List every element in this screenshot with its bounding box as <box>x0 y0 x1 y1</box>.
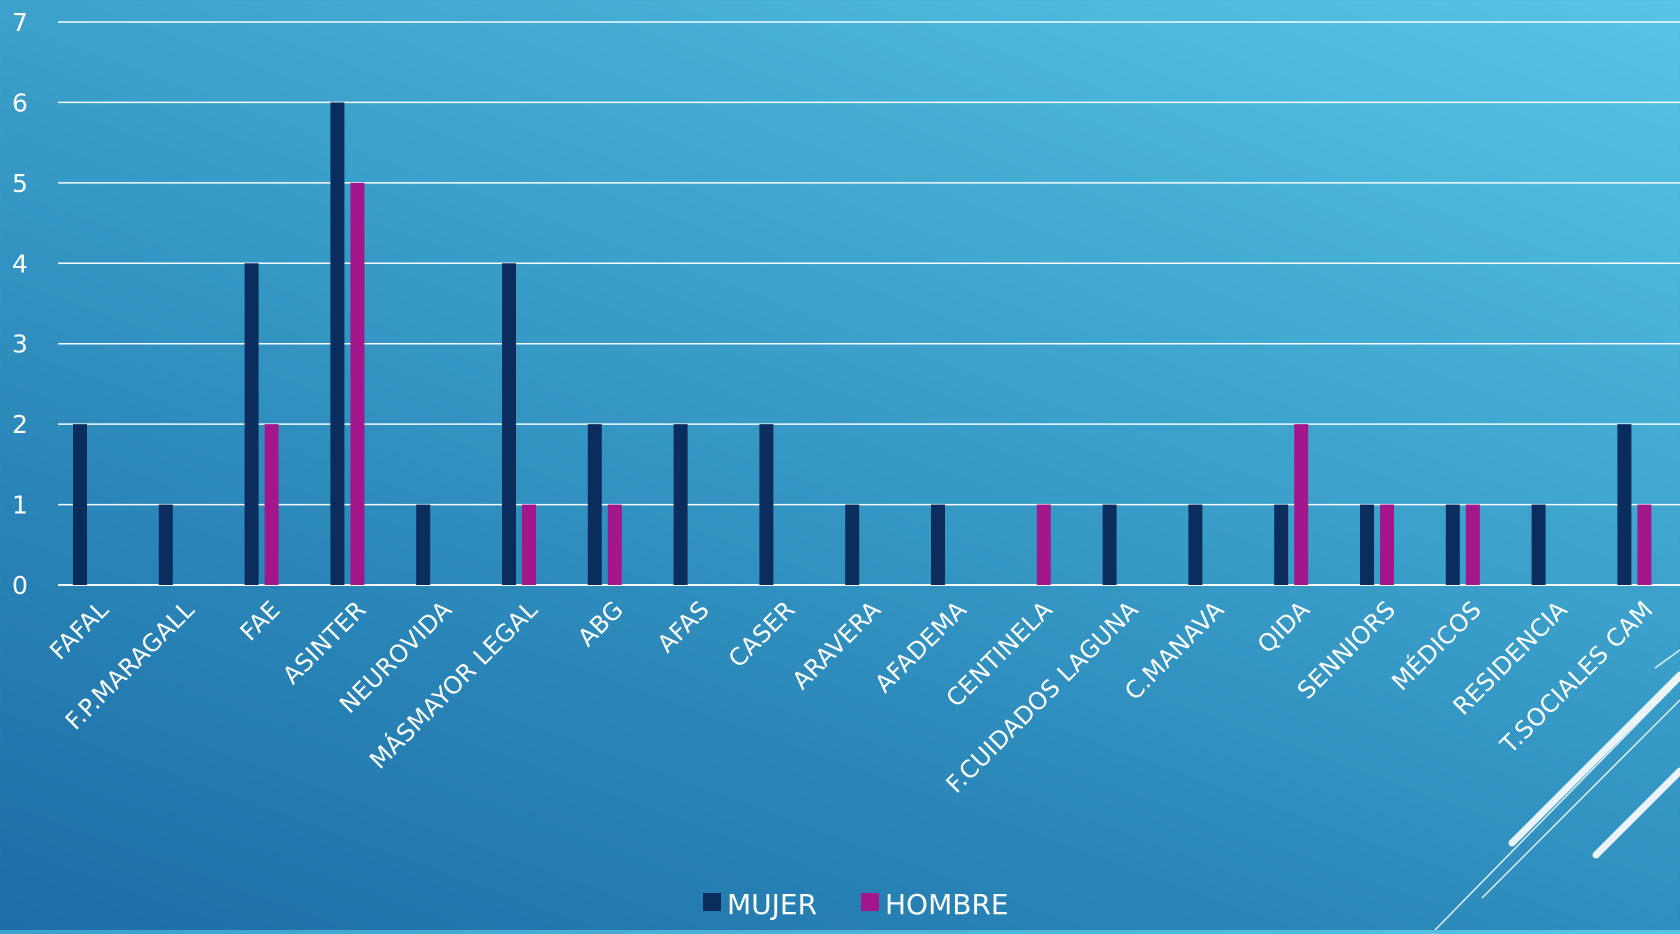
bar-hombre-14 <box>1294 424 1309 585</box>
bar-hombre-16 <box>1465 504 1480 585</box>
bar-mujer-12 <box>1102 504 1117 585</box>
legend-swatch-hombre <box>861 893 879 911</box>
gridlines <box>58 21 1680 586</box>
bar-mujer-15 <box>1360 504 1374 585</box>
bar-mujer-10 <box>931 504 945 585</box>
bar-mujer-1 <box>158 504 173 585</box>
bar-mujer-2 <box>244 263 259 585</box>
legend: MUJER HOMBRE <box>703 888 1009 921</box>
y-tick-label: 1 <box>12 491 28 520</box>
bar-mujer-18 <box>1617 424 1632 585</box>
y-tick-label: 6 <box>12 88 28 117</box>
y-tick-label: 4 <box>12 249 28 278</box>
x-tick-label: ABG <box>572 595 629 652</box>
y-axis: 0 1 2 3 4 5 6 7 <box>12 8 28 600</box>
legend-label-hombre: HOMBRE <box>885 888 1009 921</box>
bar-hombre-3 <box>350 182 365 585</box>
bar-mujer-14 <box>1274 504 1289 585</box>
y-tick-label: 7 <box>12 8 28 37</box>
x-tick-label: T.SOCIALES CAM <box>1494 595 1658 759</box>
bar-hombre-18 <box>1637 504 1652 585</box>
corner-decoration <box>1434 649 1680 931</box>
bar-mujer-17 <box>1531 504 1546 585</box>
bar-mujer-5 <box>502 263 516 585</box>
bar-mujer-4 <box>416 504 431 585</box>
bar-hombre-11 <box>1036 504 1051 585</box>
bar-hombre-2 <box>264 424 279 585</box>
bar-mujer-7 <box>673 424 688 585</box>
x-tick-label: CASER <box>723 595 801 673</box>
legend-swatch-mujer <box>703 893 721 911</box>
bar-mujer-13 <box>1188 504 1203 585</box>
bar-hombre-15 <box>1380 504 1394 585</box>
x-tick-label: FAFAL <box>44 595 114 665</box>
x-tick-label: MÁSMAYOR LEGAL <box>363 595 543 775</box>
x-tick-label: FAE <box>235 595 286 646</box>
y-tick-label: 2 <box>12 410 28 439</box>
bar-hombre-5 <box>522 504 536 585</box>
bar-mujer-3 <box>330 102 345 585</box>
bars <box>73 102 1652 585</box>
x-tick-label: AFAS <box>652 595 715 658</box>
bar-mujer-8 <box>759 424 774 585</box>
y-tick-label: 5 <box>12 169 28 198</box>
bar-mujer-16 <box>1445 504 1460 585</box>
bar-mujer-0 <box>73 424 87 585</box>
bar-mujer-9 <box>845 504 860 585</box>
x-tick-label: QIDA <box>1252 595 1316 659</box>
legend-label-mujer: MUJER <box>727 888 817 921</box>
y-tick-label: 3 <box>12 330 28 359</box>
y-tick-label: 0 <box>12 571 28 600</box>
bar-mujer-6 <box>587 424 602 585</box>
bar-hombre-6 <box>607 504 622 585</box>
